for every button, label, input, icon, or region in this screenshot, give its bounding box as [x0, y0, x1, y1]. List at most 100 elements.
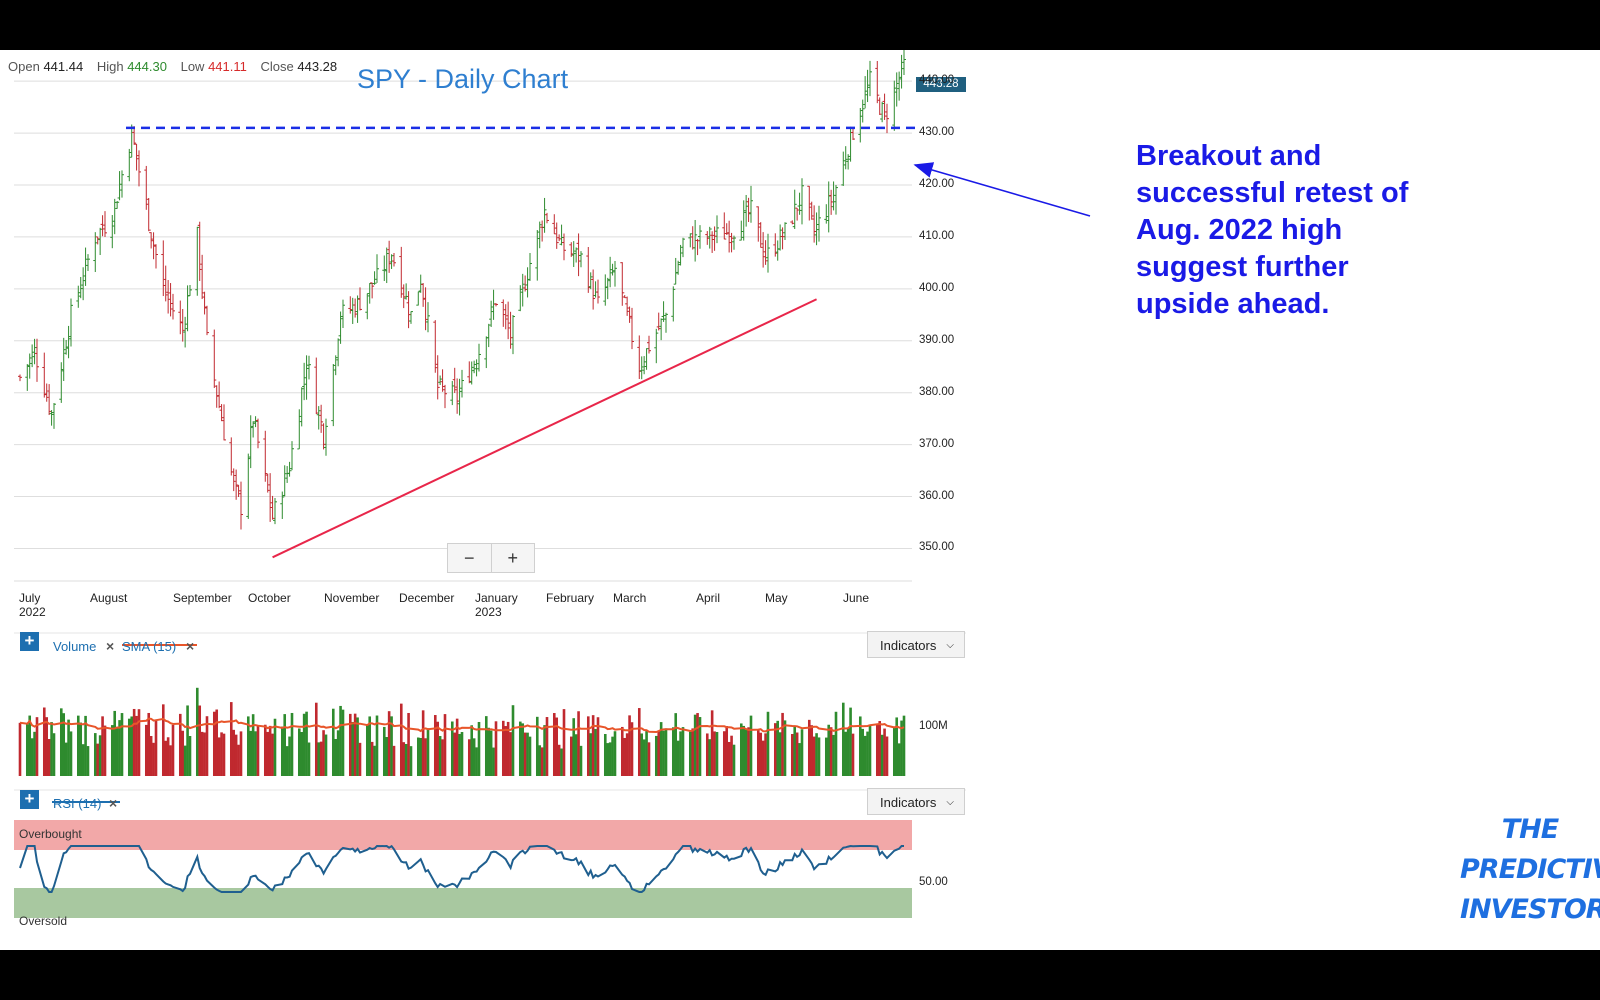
volume-bar	[169, 745, 172, 776]
volume-indicator-link[interactable]: Volume	[53, 639, 97, 654]
zoom-out-button[interactable]: −	[448, 544, 492, 572]
volume-bar	[824, 737, 828, 776]
volume-bar	[543, 725, 546, 776]
add-rsi-indicator-button[interactable]: +	[20, 790, 39, 809]
volume-bar	[132, 708, 136, 776]
add-volume-indicator-button[interactable]: +	[20, 632, 39, 651]
volume-bar	[285, 746, 289, 776]
price-bar	[166, 280, 171, 314]
price-bar	[338, 311, 343, 344]
zoom-in-button[interactable]: +	[507, 548, 518, 568]
rsi-indicators-dropdown[interactable]: Indicators ⌵	[867, 788, 965, 815]
volume-bar	[832, 734, 835, 776]
price-bar	[81, 267, 86, 301]
volume-bar	[154, 720, 158, 776]
volume-bar	[101, 716, 104, 776]
volume-indicators-dropdown[interactable]: Indicators ⌵	[867, 631, 965, 658]
rsi-indicator-link[interactable]: RSI (14)	[53, 796, 102, 811]
volume-bar	[676, 740, 680, 776]
volume-bar	[317, 742, 321, 776]
volume-bar	[290, 712, 294, 776]
volume-bar	[118, 720, 121, 776]
price-bar	[690, 226, 695, 250]
volume-bar	[538, 745, 542, 776]
price-bar	[154, 244, 158, 269]
price-bar	[654, 328, 659, 364]
volume-bar	[800, 729, 804, 776]
price-bar	[681, 237, 685, 258]
price-bar	[732, 235, 736, 250]
price-bar	[25, 364, 30, 391]
price-bar	[698, 225, 702, 249]
price-bar	[783, 222, 787, 241]
remove-sma-button[interactable]: ×	[186, 638, 195, 654]
indicators-label: Indicators	[880, 795, 937, 810]
volume-bar	[25, 724, 29, 776]
volume-bar	[52, 733, 56, 776]
indicators-label: Indicators	[880, 638, 937, 653]
low-label: Low	[180, 59, 205, 74]
price-bar	[647, 335, 651, 354]
volume-bar	[314, 702, 318, 776]
price-bar	[545, 212, 549, 224]
volume-bar	[778, 732, 782, 776]
price-bar	[231, 468, 236, 492]
price-bar	[843, 146, 848, 170]
volume-bar	[341, 709, 345, 776]
price-bar	[219, 404, 224, 422]
price-bar	[586, 247, 591, 293]
volume-bar	[642, 739, 646, 776]
price-bar	[222, 404, 226, 441]
price-bar	[622, 295, 627, 299]
volume-bar	[611, 736, 614, 776]
volume-bar	[79, 722, 83, 776]
volume-bar	[603, 734, 607, 776]
volume-bar	[591, 715, 595, 776]
sma-indicator-link[interactable]: SMA (15)	[122, 639, 177, 654]
low-value: 441.11	[208, 59, 247, 74]
price-bar	[809, 201, 814, 220]
remove-volume-button[interactable]: ×	[106, 638, 115, 654]
x-tick-label: December	[399, 591, 455, 605]
volume-bar	[866, 731, 869, 776]
volume-bar	[305, 711, 308, 776]
volume-bar	[237, 744, 240, 776]
price-bar	[894, 72, 899, 107]
close-value: 443.28	[297, 59, 338, 74]
price-bar	[382, 255, 387, 282]
volume-bar	[229, 702, 233, 776]
price-bar	[44, 383, 49, 402]
price-bar	[613, 260, 617, 287]
volume-bar	[467, 739, 471, 776]
volume-bar	[319, 741, 323, 776]
volume-bar	[560, 748, 563, 776]
price-bar	[455, 378, 460, 414]
volume-bar	[249, 730, 253, 776]
volume-bar	[606, 743, 610, 776]
price-bar	[739, 220, 744, 241]
chart-panel: Open 441.44 High 444.30 Low 441.11 Close…	[0, 50, 982, 950]
volume-bar	[137, 709, 141, 776]
volume-bar	[817, 737, 821, 776]
price-bar	[324, 418, 328, 456]
volume-bar	[161, 704, 165, 776]
price-bar	[831, 181, 836, 211]
volume-bar	[472, 738, 476, 776]
x-tick-label: May	[765, 591, 788, 605]
volume-bar	[732, 744, 736, 776]
y-tick-label: 370.00	[919, 437, 955, 450]
price-bar	[579, 251, 583, 268]
volume-bar	[523, 732, 527, 776]
price-bar	[146, 197, 151, 232]
volume-bar	[152, 742, 155, 776]
volume-bar	[477, 721, 481, 776]
price-bar	[299, 387, 304, 427]
volume-bar	[144, 724, 148, 776]
price-bar	[433, 320, 438, 373]
price-bar	[183, 316, 188, 348]
volume-bar	[171, 725, 175, 776]
volume-bar	[203, 732, 206, 776]
remove-rsi-button[interactable]: ×	[109, 795, 118, 811]
price-bar	[756, 206, 761, 242]
price-bar	[76, 285, 81, 308]
